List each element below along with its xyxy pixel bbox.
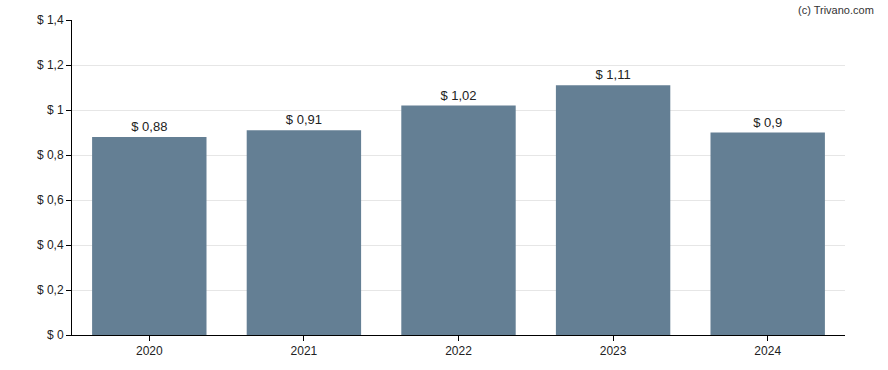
svg-text:2020: 2020: [136, 344, 163, 358]
svg-text:2022: 2022: [445, 344, 472, 358]
svg-text:$ 1,11: $ 1,11: [596, 67, 631, 82]
svg-text:2021: 2021: [291, 344, 318, 358]
svg-text:$ 1,02: $ 1,02: [440, 88, 476, 103]
svg-text:$ 0,4: $ 0,4: [37, 238, 64, 252]
svg-text:2023: 2023: [600, 344, 627, 358]
svg-text:2024: 2024: [754, 344, 781, 358]
svg-text:$ 0,91: $ 0,91: [286, 112, 322, 127]
svg-text:$ 0,88: $ 0,88: [131, 119, 167, 134]
svg-text:$ 0,2: $ 0,2: [37, 283, 64, 297]
svg-text:(c) Trivano.com: (c) Trivano.com: [798, 4, 874, 16]
svg-text:$ 0,8: $ 0,8: [37, 148, 64, 162]
svg-text:$ 0,6: $ 0,6: [37, 193, 64, 207]
svg-text:$ 1,2: $ 1,2: [37, 58, 64, 72]
svg-text:$ 1: $ 1: [47, 103, 64, 117]
svg-text:$ 0: $ 0: [47, 328, 64, 342]
svg-text:$ 0,9: $ 0,9: [753, 115, 782, 130]
svg-text:$ 1,4: $ 1,4: [37, 13, 64, 27]
